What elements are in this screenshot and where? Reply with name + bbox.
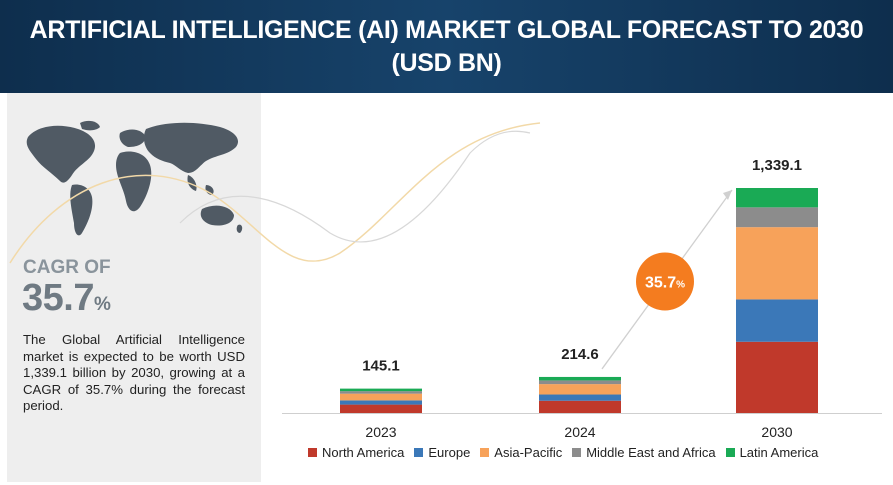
bar-segment-latin-america-2024: [539, 376, 621, 381]
cagr-value: 35.7%: [22, 277, 111, 320]
legend-item-latin-america: Latin America: [725, 445, 819, 460]
bar-segment-europe-2024: [539, 394, 621, 401]
bar-segment-middle-east-and-africa-2030: [736, 207, 818, 228]
total-label-2023: 145.1: [362, 358, 400, 375]
legend-item-asia-pacific: Asia-Pacific: [480, 445, 562, 460]
page-title: ARTIFICIAL INTELLIGENCE (AI) MARKET GLOB…: [0, 14, 893, 80]
header-banner: ARTIFICIAL INTELLIGENCE (AI) MARKET GLOB…: [0, 0, 893, 93]
bar-segment-asia-pacific-2024: [539, 384, 621, 395]
legend-label-middle-east-and-africa: Middle East and Africa: [586, 445, 716, 460]
bar-segment-middle-east-and-africa-2024: [539, 380, 621, 385]
legend-item-north-america: North America: [308, 445, 404, 460]
legend-label-latin-america: Latin America: [739, 445, 819, 460]
legend-label-north-america: North America: [322, 445, 405, 460]
legend-label-europe: Europe: [428, 445, 471, 460]
legend-swatch-asia-pacific: [480, 448, 490, 457]
legend-item-europe: Europe: [414, 445, 470, 460]
world-map-icon: [26, 120, 243, 236]
bar-segment-latin-america-2030: [736, 188, 818, 208]
bar-segment-middle-east-and-africa-2023: [340, 391, 422, 394]
cagr-unit: %: [93, 294, 111, 315]
legend-swatch-europe: [414, 448, 424, 457]
decorative-swoosh: [9, 122, 541, 264]
x-tick-label-2030: 2030: [761, 424, 792, 440]
cagr-badge-unit: %: [676, 279, 685, 290]
x-tick-label-2023: 2023: [365, 424, 396, 440]
title-line-1: ARTIFICIAL INTELLIGENCE (AI) MARKET GLOB…: [29, 16, 864, 44]
chart-legend: North America Europe Asia-Pacific Middle Ea…: [308, 445, 828, 460]
x-tick-label-2024: 2024: [564, 424, 595, 440]
bar-segment-asia-pacific-2023: [340, 393, 422, 401]
cagr-badge-circle: [636, 252, 694, 311]
bar-segment-latin-america-2023: [340, 388, 422, 392]
bar-segment-asia-pacific-2030: [736, 227, 818, 300]
title-line-2: (USD BN): [391, 49, 502, 77]
market-description: The Global Artificial Intelligence marke…: [23, 332, 245, 414]
legend-label-asia-pacific: Asia-Pacific: [494, 445, 563, 460]
legend-swatch-middle-east-and-africa: [572, 448, 582, 457]
total-label-2024: 214.6: [561, 346, 599, 363]
bar-segment-europe-2030: [736, 299, 818, 342]
cagr-badge-number: 35.7: [645, 274, 676, 291]
bar-segment-north-america-2030: [736, 341, 818, 413]
cagr-number: 35.7: [22, 277, 94, 319]
legend-swatch-north-america: [308, 448, 317, 457]
bar-segment-north-america-2024: [539, 400, 621, 413]
legend-swatch-latin-america: [725, 448, 735, 457]
total-label-2030: 1,339.1: [752, 157, 802, 174]
growth-arrowhead: [723, 190, 732, 200]
bar-segment-europe-2023: [340, 400, 422, 405]
cagr-badge-text: 35.7%: [645, 274, 685, 291]
cagr-label: CAGR OF: [23, 257, 111, 278]
bar-segment-north-america-2023: [340, 404, 422, 413]
legend-item-middle-east-and-africa: Middle East and Africa: [572, 445, 716, 460]
